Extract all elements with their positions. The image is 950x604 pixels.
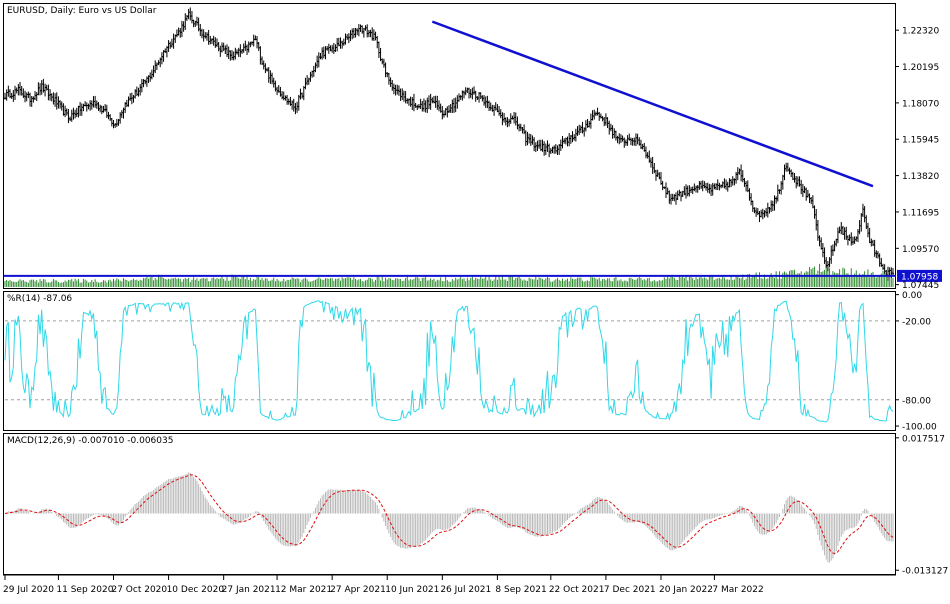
- price-axis: 1.22320 1.20195 1.18070 1.15945 1.13820 1.116…: [895, 27, 939, 291]
- price-tick-label: 1.20195: [902, 63, 939, 73]
- trendline-group[interactable]: [431, 20, 874, 188]
- wpr-indicator: 0.00 -20.00 -80.00 -100.00: [4, 291, 937, 433]
- time-tick-label: 10 Dec 2020: [167, 585, 225, 595]
- time-tick-label: 10 Jun 2021: [385, 585, 439, 595]
- price-tick-label: 1.11695: [902, 208, 939, 218]
- time-tick-label: 7 Dec 2021: [604, 585, 656, 595]
- time-tick-label: 29 Jul 2020: [3, 585, 54, 595]
- time-tick-label: 8 Sep 2021: [495, 585, 546, 595]
- macd-title: MACD(12,26,9) -0.007010 -0.006035: [7, 436, 173, 446]
- price-candles: [4, 7, 894, 281]
- wpr-title: %R(14) -87.06: [7, 294, 72, 304]
- wpr-line: [4, 300, 894, 423]
- trendline[interactable]: [431, 20, 874, 188]
- price-chart-title: EURUSD, Daily: Euro vs US Dollar: [7, 6, 157, 16]
- time-tick-label: 26 Jul 2021: [440, 585, 491, 595]
- price-tick-label: 1.13820: [902, 172, 939, 182]
- wpr-tick-label: 0.00: [902, 291, 922, 301]
- wpr-tick-label: -100.00: [902, 423, 937, 433]
- price-panel[interactable]: [3, 3, 896, 289]
- time-tick-label: 12 Mar 2021: [275, 585, 332, 595]
- price-tick-label: 1.15945: [902, 136, 939, 146]
- macd-signal-line: [4, 474, 894, 555]
- price-tick-label: 1.07445: [902, 281, 939, 291]
- time-tick-label: 27 Oct 2020: [111, 585, 167, 595]
- time-tick-label: 20 Jan 2022: [659, 585, 713, 595]
- time-tick-label: 27 Jan 2021: [222, 585, 276, 595]
- price-tick-label: 1.18070: [902, 99, 939, 109]
- current-price-box: [897, 269, 942, 282]
- macd-indicator: 0.017517 -0.013127: [4, 434, 948, 577]
- price-tick-label: 1.09570: [902, 245, 939, 255]
- support-level[interactable]: 1.07958: [4, 269, 942, 283]
- current-price-label: 1.07958: [901, 272, 938, 282]
- price-tick-label: 1.22320: [902, 27, 939, 37]
- macd-tick-label: -0.013127: [902, 567, 948, 577]
- candle: [892, 268, 894, 276]
- time-tick-label: 11 Sep 2020: [56, 585, 113, 595]
- macd-tick-label: 0.017517: [902, 434, 945, 444]
- time-tick-label: 7 Mar 2022: [712, 585, 763, 595]
- wpr-tick-label: -80.00: [902, 396, 931, 406]
- wpr-tick-label: -20.00: [902, 317, 931, 327]
- time-tick-label: 27 Apr 2021: [330, 585, 386, 595]
- time-tick-label: 22 Oct 2021: [549, 585, 605, 595]
- volume-bars: [4, 263, 894, 287]
